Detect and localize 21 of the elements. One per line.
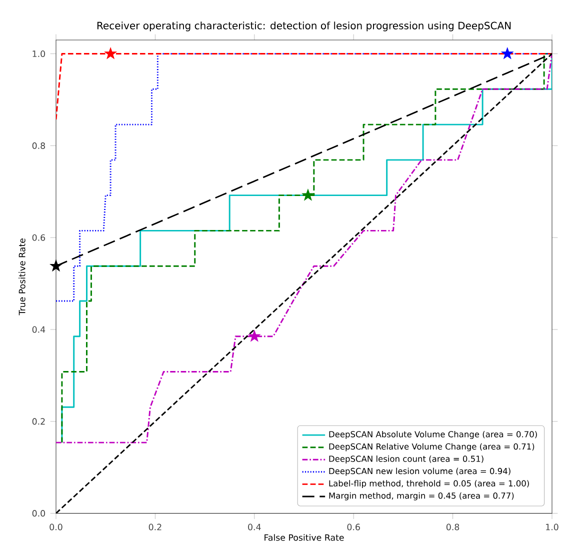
chart-title: Receiver operating characteristic: detection of lesion progression using DeepSCAN bbox=[97, 22, 511, 32]
y-tick-label: 1.0 bbox=[32, 50, 46, 58]
x-tick-label: 0.2 bbox=[148, 524, 162, 530]
x-axis-title: False Positive Rate bbox=[264, 534, 344, 541]
legend-label: DeepSCAN Relative Volume Change (area = 0.71) bbox=[329, 443, 534, 452]
x-tick-label: 0.6 bbox=[347, 524, 360, 530]
y-tick-label: 0.6 bbox=[32, 234, 46, 241]
y-axis-title: True Positive Rate bbox=[18, 238, 26, 316]
x-tick-label: 0.8 bbox=[446, 524, 460, 530]
legend-label: DeepSCAN Absolute Volume Change (area = 0.70) bbox=[329, 430, 537, 439]
legend-label: DeepSCAN new lesion volume (area = 0.94) bbox=[329, 468, 510, 476]
x-tick-label: 0.4 bbox=[248, 524, 261, 530]
legend-label: Margin method, margin = 0.45 (area = 0.77) bbox=[329, 492, 514, 500]
legend-label: DeepSCAN lesion count (area = 0.51) bbox=[329, 456, 484, 464]
y-tick-label: 0.8 bbox=[32, 142, 45, 149]
y-tick-label: 0.4 bbox=[32, 326, 46, 333]
y-tick-label: 0.0 bbox=[32, 510, 46, 517]
y-tick-label: 0.2 bbox=[32, 418, 45, 425]
x-tick-label: 0.0 bbox=[50, 524, 62, 530]
legend-label: Label-flip method, threhold = 0.05 (area = 1.00) bbox=[329, 480, 529, 488]
x-tick-label: 1.0 bbox=[546, 524, 558, 530]
